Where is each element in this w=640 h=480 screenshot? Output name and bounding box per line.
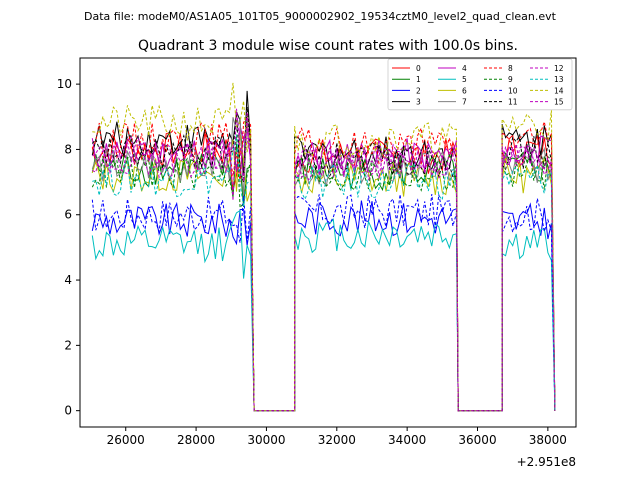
y-tick-label: 4 [64, 273, 72, 287]
series-line-6 [91, 134, 556, 412]
legend-label-8: 8 [508, 64, 513, 73]
figure-header: Data file: modeM0/AS1A05_101T05_90000029… [84, 10, 557, 23]
legend-label-1: 1 [416, 75, 421, 84]
legend-label-0: 0 [416, 64, 421, 73]
series-line-15 [92, 108, 556, 412]
x-offset-label: +2.951e8 [517, 455, 576, 469]
legend-label-5: 5 [462, 75, 467, 84]
x-tick-label: 38000 [529, 433, 567, 447]
y-tick-label: 6 [64, 208, 72, 222]
legend-label-9: 9 [508, 75, 513, 84]
x-tick-label: 30000 [247, 433, 285, 447]
legend-label-15: 15 [554, 98, 564, 107]
chart-title: Quadrant 3 module wise count rates with … [138, 38, 518, 54]
series-layer [91, 82, 556, 412]
legend-label-7: 7 [462, 98, 467, 107]
legend-label-11: 11 [508, 98, 518, 107]
series-line-7 [91, 117, 556, 412]
legend-box [387, 58, 573, 111]
legend-label-14: 14 [554, 86, 564, 95]
legend-label-6: 6 [462, 86, 467, 95]
series-line-5 [91, 209, 556, 412]
legend-label-3: 3 [416, 98, 421, 107]
series-line-8 [91, 116, 556, 412]
y-tick-label: 8 [64, 142, 72, 156]
x-tick-label: 32000 [318, 433, 356, 447]
series-line-11 [91, 106, 556, 412]
series-line-9 [91, 134, 556, 412]
legend-label-4: 4 [462, 64, 467, 73]
legend-label-10: 10 [508, 86, 518, 95]
y-tick-label: 0 [64, 404, 72, 418]
series-line-12 [92, 137, 556, 412]
legend-label-13: 13 [554, 75, 564, 84]
y-tick-label: 10 [57, 77, 72, 91]
y-axis: 0 2 4 6 8 10 [57, 77, 80, 418]
x-tick-label: 26000 [107, 433, 145, 447]
legend-label-2: 2 [416, 86, 421, 95]
x-axis: 26000 28000 30000 32000 34000 36000 38000 [107, 427, 567, 447]
y-tick-label: 2 [64, 338, 72, 352]
x-tick-label: 36000 [458, 433, 496, 447]
series-line-14 [92, 82, 556, 412]
x-tick-label: 28000 [177, 433, 215, 447]
x-tick-label: 34000 [388, 433, 426, 447]
legend-label-12: 12 [554, 64, 564, 73]
plot-frame [79, 57, 577, 428]
series-line-10 [91, 193, 556, 412]
